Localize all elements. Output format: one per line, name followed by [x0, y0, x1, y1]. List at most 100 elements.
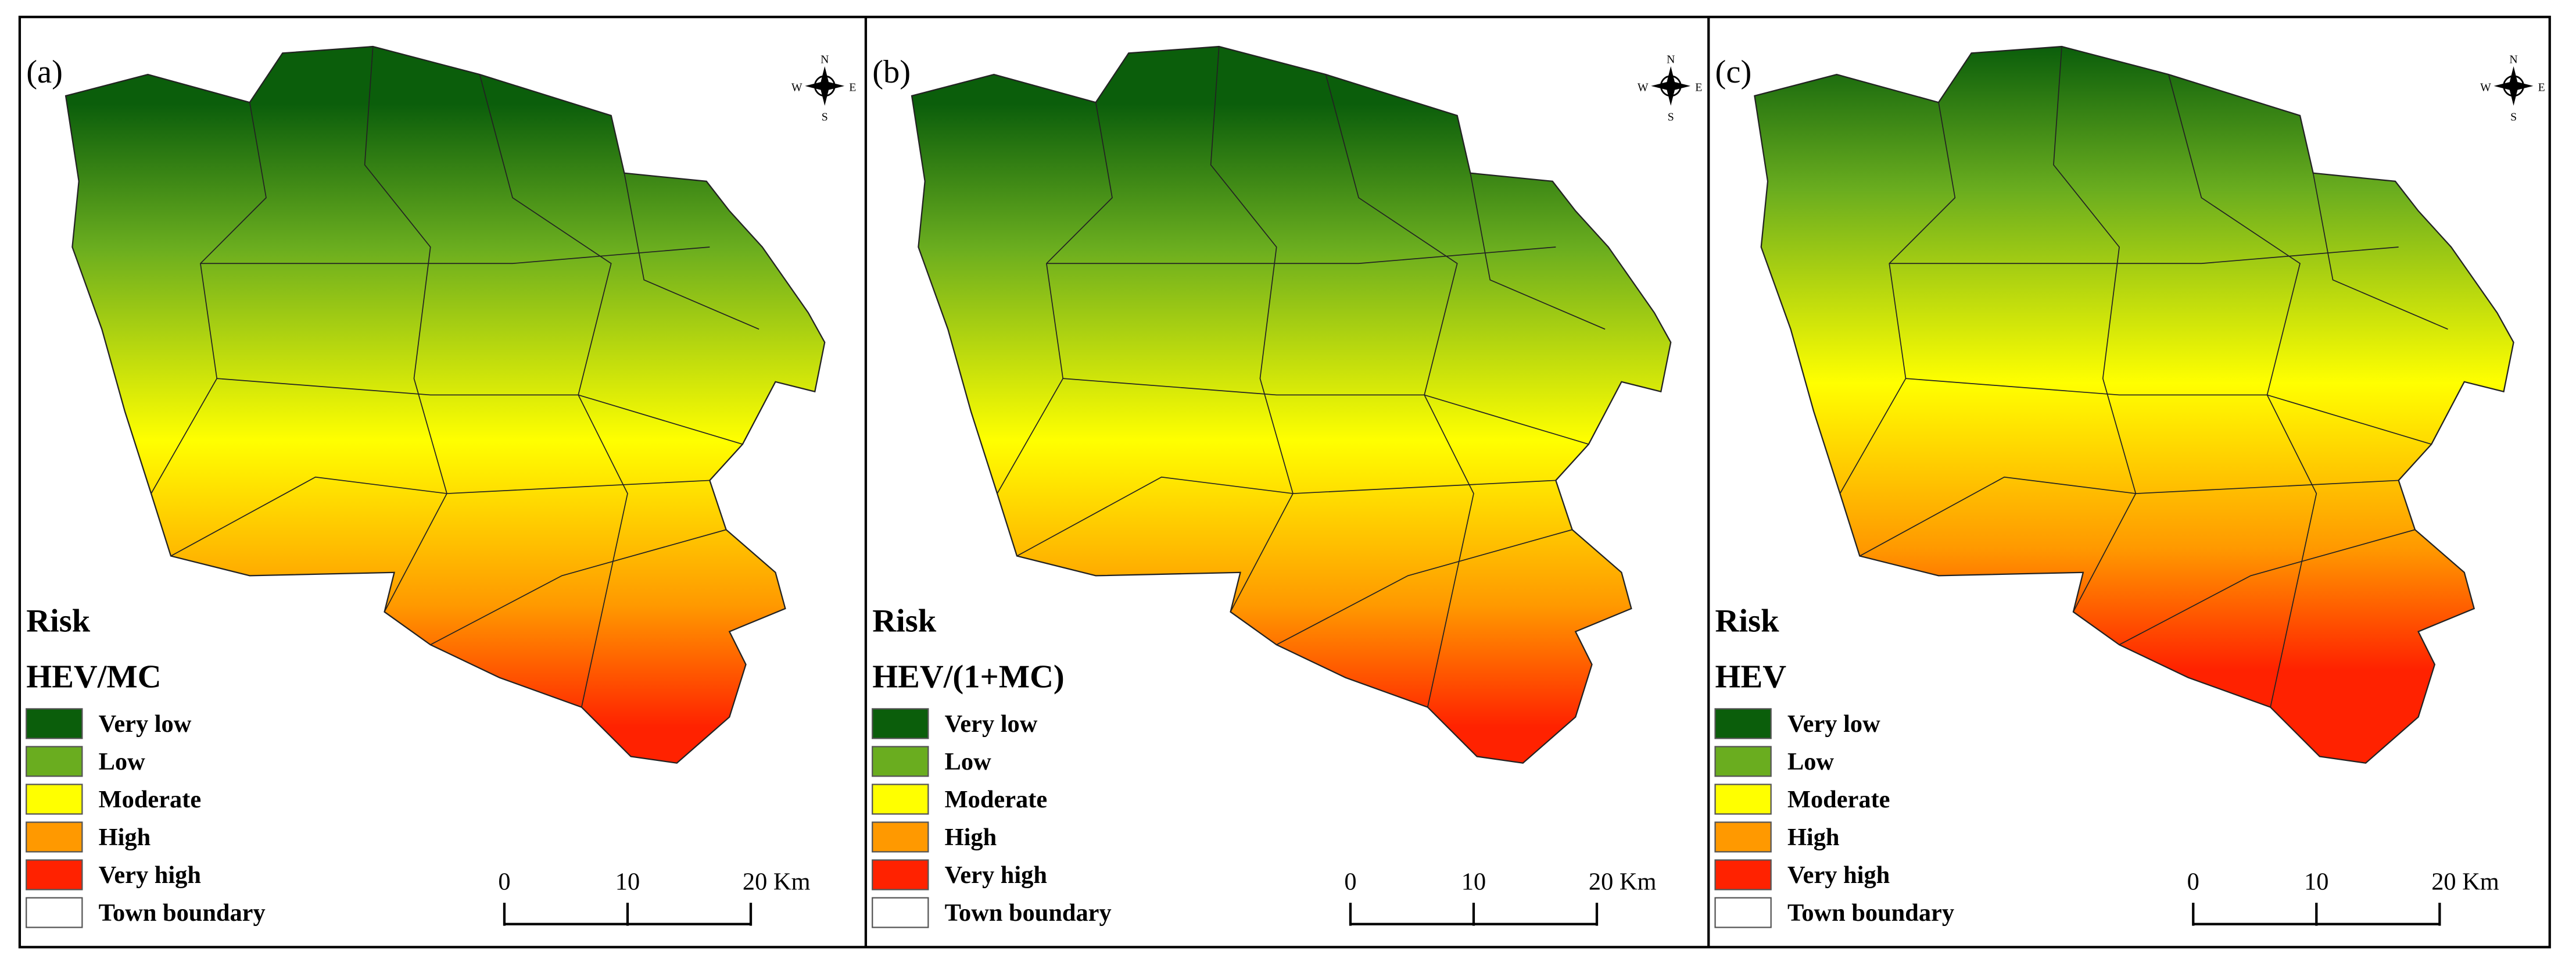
panel-label: (c): [1715, 54, 1752, 90]
town-boundary: [2053, 47, 2137, 613]
town-boundary: [1905, 378, 2432, 445]
study-area: [65, 45, 826, 764]
town-boundary: [1889, 246, 2399, 264]
compass-w: W: [791, 81, 802, 94]
compass-arrow: [2493, 81, 2534, 91]
compass: N S E W: [1638, 53, 1703, 123]
town-boundary: [1325, 74, 1474, 707]
legend-label: Moderate: [1787, 786, 1890, 813]
legend-label: Town boundary: [99, 899, 266, 927]
town-boundary: [479, 74, 628, 707]
scale-label: 20 Km: [2431, 868, 2499, 895]
scale-label: 10: [2304, 868, 2328, 895]
town-boundary: [1859, 476, 2399, 557]
legend-label: Very high: [1787, 861, 1890, 889]
scale-label: 20 Km: [1589, 868, 1657, 895]
town-boundary: [170, 476, 710, 557]
study-area: [911, 45, 1672, 764]
legend-label: Very low: [945, 710, 1038, 738]
town-boundary: [2312, 173, 2448, 330]
compass-n: N: [2509, 53, 2517, 66]
legend-label: High: [1787, 824, 1840, 851]
legend-swatch: [26, 784, 83, 815]
map-panel: (b) N S E W Risk HEV/(1+MC) Very low Low Moderate…: [872, 45, 1703, 928]
legend-title: Risk: [1715, 603, 1780, 639]
legend-swatch: [1714, 859, 1772, 891]
compass-w: W: [1638, 81, 1649, 94]
legend-label: Very high: [99, 861, 201, 889]
map-panel: (a) N S E W Risk HEV/MC Very low Low Moderate High…: [26, 45, 857, 928]
compass-e: E: [849, 81, 856, 94]
legend-label: Very high: [945, 861, 1047, 889]
compass-s: S: [2510, 110, 2517, 123]
legend-label: Low: [945, 748, 991, 775]
town-boundary: [200, 246, 710, 264]
compass-s: S: [822, 110, 828, 123]
panel-label: (b): [872, 54, 911, 90]
town-boundary: [1470, 173, 1606, 330]
town-boundary: [1276, 529, 1572, 645]
legend-swatch: [872, 821, 929, 853]
town-boundary: [2119, 529, 2416, 645]
compass-ring: [1660, 75, 1682, 97]
compass-ring: [814, 75, 836, 97]
legend-subtitle: HEV/(1+MC): [872, 659, 1065, 695]
town-boundary: [217, 378, 743, 445]
legend-label: Moderate: [945, 786, 1048, 813]
legend-label: Town boundary: [1787, 899, 1954, 927]
legend-label: Moderate: [99, 786, 202, 813]
legend-swatch: [26, 859, 83, 891]
town-boundary: [1016, 476, 1556, 557]
legend-swatch: [1714, 708, 1772, 739]
legend-swatch: [872, 746, 929, 777]
town-boundary: [1046, 246, 1556, 264]
scale-label: 20 Km: [743, 868, 811, 895]
legend-swatch: [26, 821, 83, 853]
legend-swatch: [872, 859, 929, 891]
town-boundary: [430, 529, 726, 645]
legend-label: Very low: [99, 710, 192, 738]
compass-s: S: [1668, 110, 1674, 123]
compass-arrow: [805, 81, 845, 91]
frame: [18, 16, 2551, 949]
compass-arrow: [1651, 81, 1691, 91]
study-area: [1754, 45, 2514, 764]
scale-label: 0: [2187, 868, 2199, 895]
legend-swatch: [26, 897, 83, 928]
scale-label: 10: [1461, 868, 1486, 895]
town-boundary: [2168, 74, 2317, 707]
compass-ring: [2503, 75, 2524, 97]
legend-swatch: [1714, 821, 1772, 853]
legend-label: High: [945, 824, 997, 851]
town-boundary: [364, 47, 447, 613]
scale-label: 0: [1344, 868, 1356, 895]
compass-n: N: [821, 53, 829, 66]
scale-label: 10: [615, 868, 640, 895]
legend-title: Risk: [872, 603, 937, 639]
legend-label: Low: [1787, 748, 1834, 775]
legend-swatch: [26, 708, 83, 739]
compass-w: W: [2480, 81, 2491, 94]
legend-label: Low: [99, 748, 145, 775]
legend-swatch: [872, 708, 929, 739]
legend-swatch: [1714, 897, 1772, 928]
scale-label: 0: [498, 868, 510, 895]
legend-swatch: [1714, 746, 1772, 777]
legend-swatch: [872, 897, 929, 928]
legend-label: High: [99, 824, 151, 851]
compass: N S E W: [791, 53, 857, 123]
town-boundary: [1063, 378, 1589, 445]
legend-label: Town boundary: [945, 899, 1112, 927]
compass-e: E: [1695, 81, 1702, 94]
town-boundary: [624, 173, 759, 330]
legend-swatch: [872, 784, 929, 815]
compass: N S E W: [2480, 53, 2545, 123]
compass-e: E: [2538, 81, 2545, 94]
legend-subtitle: HEV: [1715, 659, 1787, 695]
legend-title: Risk: [26, 603, 91, 639]
panel-label: (a): [26, 54, 63, 90]
town-boundary: [1210, 47, 1294, 613]
legend-swatch: [1714, 784, 1772, 815]
